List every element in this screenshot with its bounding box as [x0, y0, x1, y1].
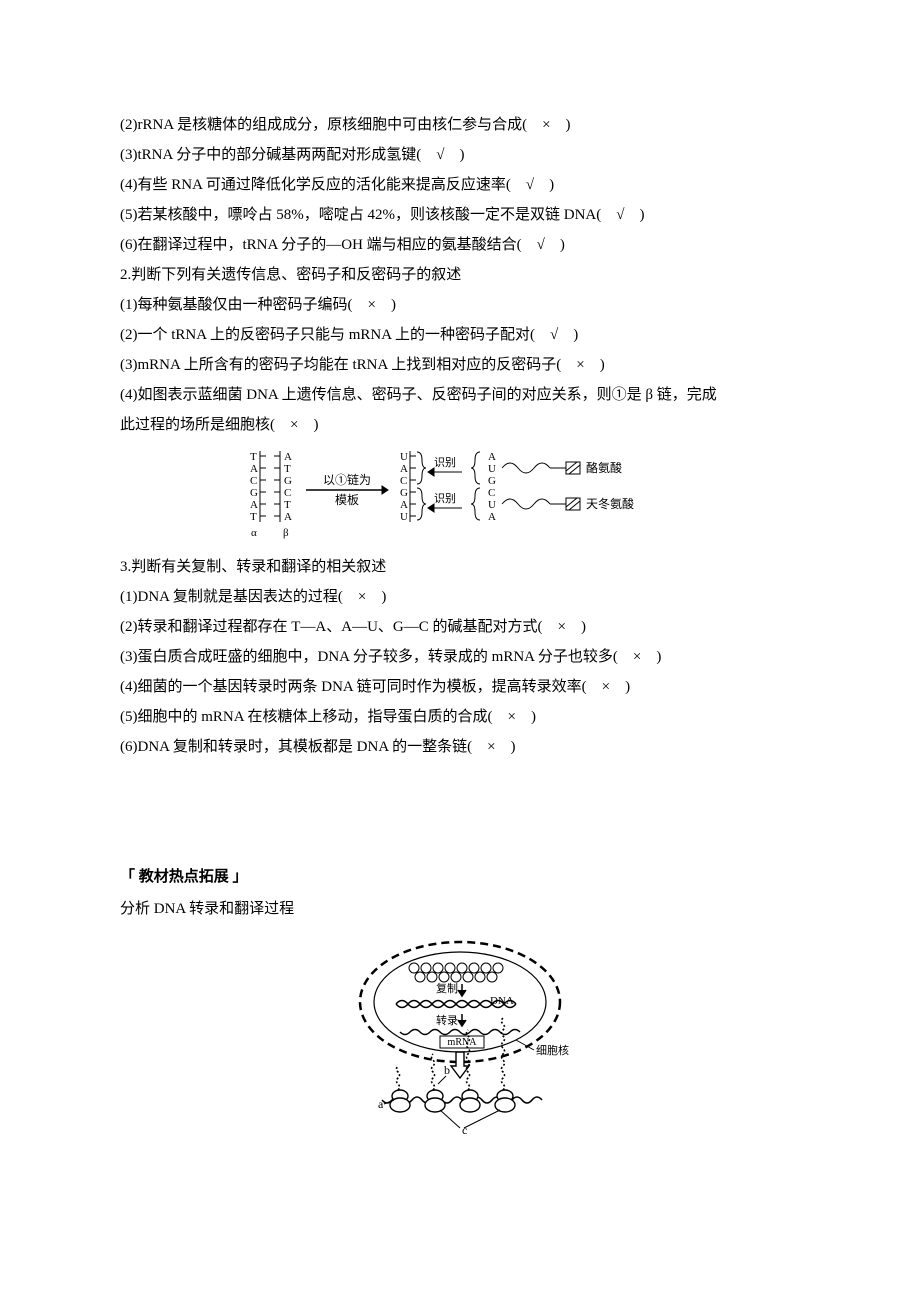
- svg-text:识别: 识别: [434, 456, 456, 469]
- svg-text:A: A: [400, 499, 408, 511]
- section-subtitle: 分析 DNA 转录和翻译过程: [120, 894, 800, 924]
- svg-text:细胞核: 细胞核: [536, 1043, 569, 1057]
- statement-1-5: (5)若某核酸中，嘌呤占 58%，嘧啶占 42%，则该核酸一定不是双链 DNA(…: [120, 200, 800, 230]
- svg-text:G: G: [250, 487, 258, 499]
- svg-text:A: A: [488, 511, 496, 523]
- statement-2-4a: (4)如图表示蓝细菌 DNA 上遗传信息、密码子、反密码子间的对应关系，则①是 …: [120, 380, 800, 410]
- page: (2)rRNA 是核糖体的组成成分，原核细胞中可由核仁参与合成( × ) (3)…: [0, 0, 920, 1302]
- statement-3-4: (4)细菌的一个基因转录时两条 DNA 链可同时作为模板，提高转录效率( × ): [120, 672, 800, 702]
- svg-text:G: G: [284, 475, 292, 487]
- svg-text:转录: 转录: [436, 1013, 458, 1027]
- statement-1-6: (6)在翻译过程中，tRNA 分子的—OH 端与相应的氨基酸结合( √ ): [120, 230, 800, 260]
- svg-text:c: c: [462, 1123, 467, 1137]
- svg-text:G: G: [400, 487, 408, 499]
- svg-text:C: C: [250, 475, 257, 487]
- statement-3-1: (1)DNA 复制就是基因表达的过程( × ): [120, 582, 800, 612]
- svg-text:以①链为: 以①链为: [323, 472, 371, 487]
- svg-text:A: A: [488, 451, 496, 463]
- svg-text:T: T: [284, 463, 291, 475]
- statement-1-2: (2)rRNA 是核糖体的组成成分，原核细胞中可由核仁参与合成( × ): [120, 110, 800, 140]
- svg-text:U: U: [488, 499, 496, 511]
- svg-text:C: C: [400, 475, 407, 487]
- svg-text:mRNA: mRNA: [448, 1037, 478, 1048]
- transcription-translation-svg: 复制DNA转录mRNA细胞核abc: [340, 932, 580, 1142]
- figure-transcription-translation: 复制DNA转录mRNA细胞核abc: [120, 932, 800, 1142]
- svg-text:T: T: [250, 451, 257, 463]
- statement-2-3: (3)mRNA 上所含有的密码子均能在 tRNA 上找到相对应的反密码子( × …: [120, 350, 800, 380]
- question-3-heading: 3.判断有关复制、转录和翻译的相关叙述: [120, 552, 800, 582]
- svg-text:酪氨酸: 酪氨酸: [586, 460, 622, 475]
- figure-codon-diagram: TAATCGGCATTAαβ以①链为模板UACGAU识别识别AUGCUA酪氨酸天…: [120, 448, 800, 540]
- statement-3-5: (5)细胞中的 mRNA 在核糖体上移动，指导蛋白质的合成( × ): [120, 702, 800, 732]
- svg-text:C: C: [488, 487, 495, 499]
- svg-text:a: a: [378, 1097, 384, 1111]
- svg-text:T: T: [250, 511, 257, 523]
- svg-text:U: U: [400, 511, 408, 523]
- question-2-heading: 2.判断下列有关遗传信息、密码子和反密码子的叙述: [120, 260, 800, 290]
- svg-text:识别: 识别: [434, 492, 456, 505]
- statement-3-2: (2)转录和翻译过程都存在 T—A、A—U、G—C 的碱基配对方式( × ): [120, 612, 800, 642]
- svg-text:U: U: [400, 451, 408, 463]
- svg-text:复制: 复制: [436, 981, 458, 995]
- section-heading: 「 教材热点拓展 」: [120, 862, 800, 892]
- statement-1-4: (4)有些 RNA 可通过降低化学反应的活化能来提高反应速率( √ ): [120, 170, 800, 200]
- svg-text:β: β: [283, 527, 289, 539]
- svg-text:A: A: [400, 463, 408, 475]
- statement-2-1: (1)每种氨基酸仅由一种密码子编码( × ): [120, 290, 800, 320]
- svg-text:天冬氨酸: 天冬氨酸: [586, 496, 634, 511]
- statement-2-2: (2)一个 tRNA 上的反密码子只能与 mRNA 上的一种密码子配对( √ ): [120, 320, 800, 350]
- svg-text:α: α: [251, 527, 257, 539]
- statement-3-3: (3)蛋白质合成旺盛的细胞中，DNA 分子较多，转录成的 mRNA 分子也较多(…: [120, 642, 800, 672]
- svg-text:A: A: [284, 451, 292, 463]
- svg-text:G: G: [488, 475, 496, 487]
- svg-text:b: b: [444, 1063, 450, 1077]
- svg-text:A: A: [250, 499, 258, 511]
- svg-text:模板: 模板: [335, 493, 359, 507]
- svg-text:T: T: [284, 499, 291, 511]
- svg-text:U: U: [488, 463, 496, 475]
- statement-2-4b: 此过程的场所是细胞核( × ): [120, 410, 800, 440]
- svg-text:A: A: [284, 511, 292, 523]
- statement-3-6: (6)DNA 复制和转录时，其模板都是 DNA 的一整条链( × ): [120, 732, 800, 762]
- svg-text:A: A: [250, 463, 258, 475]
- statement-1-3: (3)tRNA 分子中的部分碱基两两配对形成氢键( √ ): [120, 140, 800, 170]
- codon-diagram-svg: TAATCGGCATTAαβ以①链为模板UACGAU识别识别AUGCUA酪氨酸天…: [240, 448, 680, 540]
- svg-text:C: C: [284, 487, 291, 499]
